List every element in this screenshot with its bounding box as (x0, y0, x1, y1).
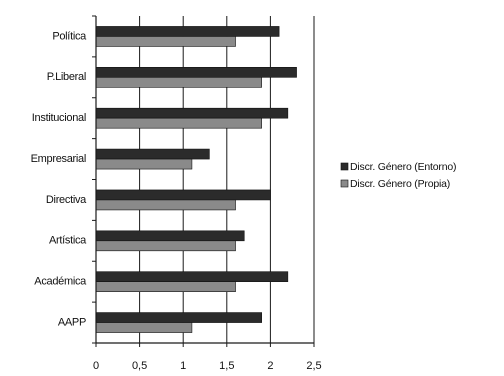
bar-propia (95, 117, 262, 129)
category-label: AAPP (58, 316, 86, 328)
bar-entorno (95, 107, 289, 119)
bar-propia (95, 36, 236, 47)
x-tick-label: 0 (93, 360, 99, 372)
axes (92, 15, 315, 347)
bar-propia (95, 77, 262, 88)
x-tick-label: 1 (180, 360, 186, 372)
legend: Discr. Género (Entorno) Discr. Género (P… (340, 161, 456, 190)
bar-entorno (95, 312, 262, 323)
category-label: Empresarial (31, 153, 86, 165)
x-tick-label: 2,5 (306, 360, 321, 372)
bar-propia (95, 199, 236, 211)
bars (95, 26, 297, 333)
legend-swatch-propia (340, 179, 349, 188)
category-label: Institucional (32, 112, 86, 124)
bar-entorno (95, 189, 271, 201)
category-label: Directiva (46, 194, 87, 206)
legend-label-entorno: Discr. Género (Entorno) (350, 161, 456, 173)
axis-labels: 0 0,5 1 1,5 2 2,5 Política P.Liberal Institucion… (31, 30, 322, 372)
x-tick-label: 2 (267, 360, 273, 372)
bar-entorno (95, 230, 245, 242)
bar-entorno (95, 67, 297, 78)
bar-propia (95, 281, 236, 292)
legend-swatch-entorno (340, 162, 349, 171)
x-tick-label: 0,5 (132, 360, 147, 372)
bar-propia (95, 158, 193, 170)
bar-entorno (95, 271, 289, 282)
category-label: P.Liberal (47, 71, 86, 83)
bar-propia (95, 240, 236, 252)
category-label: Artística (49, 235, 87, 247)
x-tick-label: 1,5 (219, 360, 234, 372)
legend-label-propia: Discr. Género (Propia) (350, 178, 450, 190)
grid-lines (139, 16, 315, 343)
category-label: Académica (34, 276, 87, 288)
bar-entorno (95, 148, 210, 160)
bar-propia (95, 322, 193, 333)
bar-entorno (95, 26, 280, 37)
category-label: Política (52, 30, 87, 42)
